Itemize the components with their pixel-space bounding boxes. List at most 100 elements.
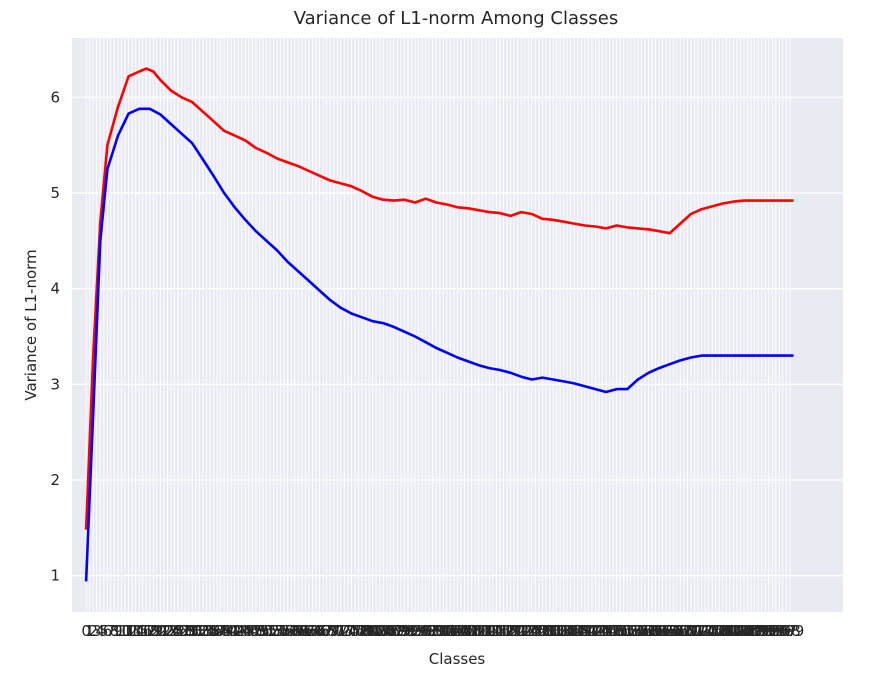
x-tick-label: 114 <box>475 622 504 640</box>
x-tick-label: 67 <box>314 622 333 640</box>
x-tick-label: 38 <box>211 622 230 640</box>
x-tick-label: 7 <box>106 622 116 640</box>
x-tick-label: 195 <box>761 622 790 640</box>
x-tick-label: 138 <box>560 622 589 640</box>
x-tick-label: 96 <box>416 622 435 640</box>
x-tick-label: 170 <box>673 622 702 640</box>
x-tick-label: 166 <box>659 622 688 640</box>
x-tick-label: 186 <box>730 622 759 640</box>
x-tick-label: 105 <box>443 622 472 640</box>
x-tick-label: 111 <box>464 622 493 640</box>
y-axis-label: Variance of L1-norm <box>22 249 40 400</box>
x-tick-label: 16 <box>133 622 152 640</box>
x-tick-label: 126 <box>517 622 546 640</box>
x-tick-label: 133 <box>542 622 571 640</box>
x-tick-label: 57 <box>278 622 297 640</box>
x-tick-label: 92 <box>402 622 421 640</box>
chart-title: Variance of L1-norm Among Classes <box>294 8 619 29</box>
x-tick-label: 169 <box>670 622 699 640</box>
y-tick-labels: 1 2 3 4 5 6 <box>50 88 60 584</box>
x-tick-label: 196 <box>765 622 794 640</box>
x-tick-label: 110 <box>461 622 490 640</box>
y-tick-label: 6 <box>50 88 60 106</box>
x-tick-label: 45 <box>236 622 255 640</box>
series-line-1 <box>84 67 794 530</box>
x-tick-label: 197 <box>769 622 798 640</box>
x-tick-label: 87 <box>384 622 403 640</box>
x-tick-label: 117 <box>486 622 515 640</box>
x-tick-label: 120 <box>496 622 525 640</box>
y-gridlines <box>72 96 843 577</box>
y-tick-label: 1 <box>50 567 60 585</box>
x-tick-label: 0 <box>81 622 91 640</box>
x-tick-label: 132 <box>539 622 568 640</box>
x-tick-label: 50 <box>253 622 272 640</box>
x-tick-label: 53 <box>264 622 283 640</box>
x-tick-label: 198 <box>772 622 801 640</box>
x-tick-label: 75 <box>342 622 361 640</box>
x-tick-label: 8 <box>110 622 120 640</box>
x-tick-label: 46 <box>239 622 258 640</box>
x-tick-label: 14 <box>126 622 145 640</box>
x-tick-label: 90 <box>395 622 414 640</box>
x-tick-label: 161 <box>641 622 670 640</box>
x-tick-label: 168 <box>666 622 695 640</box>
x-tick-label: 160 <box>638 622 667 640</box>
x-tick-label: 131 <box>535 622 564 640</box>
x-tick-label: 112 <box>468 622 497 640</box>
x-tick-label: 77 <box>349 622 368 640</box>
x-tick-label: 116 <box>482 622 511 640</box>
x-tick-label: 55 <box>271 622 290 640</box>
x-tick-label: 65 <box>306 622 325 640</box>
x-tick-label: 123 <box>507 622 536 640</box>
x-tick-label: 109 <box>457 622 486 640</box>
x-tick-label: 199 <box>776 622 805 640</box>
x-tick-label: 3 <box>92 622 102 640</box>
x-tick-label: 2 <box>88 622 98 640</box>
x-tick-label: 99 <box>427 622 446 640</box>
x-tick-label: 44 <box>232 622 251 640</box>
x-tick-label: 39 <box>215 622 234 640</box>
x-tick-label: 187 <box>733 622 762 640</box>
x-tick-label: 183 <box>719 622 748 640</box>
x-tick-label: 121 <box>500 622 529 640</box>
x-tick-label: 51 <box>257 622 276 640</box>
x-tick-label: 11 <box>116 622 135 640</box>
x-tick-label: 47 <box>243 622 262 640</box>
x-tick-label: 15 <box>130 622 149 640</box>
x-tick-label: 31 <box>186 622 205 640</box>
x-tick-label: 93 <box>406 622 425 640</box>
x-tick-label: 9 <box>113 622 123 640</box>
x-tick-label: 24 <box>161 622 180 640</box>
x-tick-label: 63 <box>299 622 318 640</box>
y-tick-label: 4 <box>50 280 60 298</box>
x-tick-label: 20 <box>147 622 166 640</box>
x-tick-label: 36 <box>204 622 223 640</box>
x-tick-label: 177 <box>698 622 727 640</box>
x-tick-label: 94 <box>409 622 428 640</box>
x-tick-label: 191 <box>747 622 776 640</box>
x-tick-label: 48 <box>246 622 265 640</box>
x-tick-label: 72 <box>331 622 350 640</box>
x-tick-label: 29 <box>179 622 198 640</box>
x-tick-label: 135 <box>549 622 578 640</box>
y-tick-label: 3 <box>50 375 60 393</box>
x-tick-label: 137 <box>556 622 585 640</box>
x-tick-label: 156 <box>624 622 653 640</box>
x-tick-label: 23 <box>158 622 177 640</box>
x-tick-label: 184 <box>723 622 752 640</box>
x-tick-label: 141 <box>571 622 600 640</box>
x-tick-label: 140 <box>567 622 596 640</box>
x-tick-label: 56 <box>275 622 294 640</box>
x-tick-label: 25 <box>165 622 184 640</box>
x-tick-label: 134 <box>546 622 575 640</box>
x-tick-label: 164 <box>652 622 681 640</box>
x-tick-label: 176 <box>694 622 723 640</box>
x-tick-label: 171 <box>677 622 706 640</box>
x-tick-label: 118 <box>489 622 518 640</box>
y-tick-label: 5 <box>50 184 60 202</box>
x-tick-label: 150 <box>602 622 631 640</box>
x-tick-label: 5 <box>99 622 109 640</box>
series-layer <box>84 67 794 582</box>
